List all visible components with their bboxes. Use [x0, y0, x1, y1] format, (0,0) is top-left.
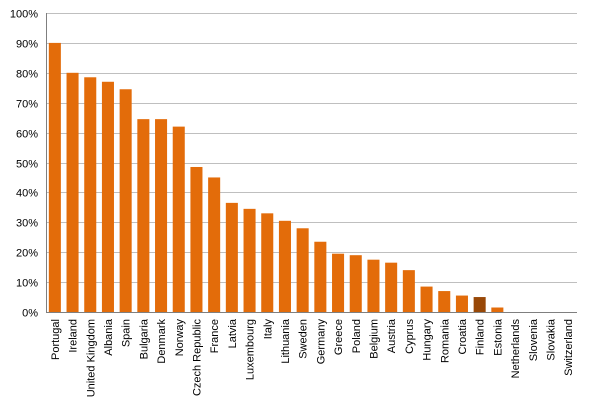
x-tick-label: Finland	[475, 319, 487, 355]
y-tick-label: 10%	[16, 278, 38, 290]
y-tick-label: 80%	[16, 69, 38, 81]
x-tick-label: Albania	[103, 318, 115, 356]
x-tick-label: Ireland	[68, 319, 80, 353]
y-tick-label: 30%	[16, 218, 38, 230]
x-tick-label: Italy	[262, 319, 274, 340]
bar-spain	[119, 89, 132, 312]
bar-hungary	[420, 286, 433, 312]
x-tick-label: Belgium	[368, 319, 380, 359]
y-tick-label: 40%	[16, 188, 38, 200]
bar-croatia	[455, 295, 468, 312]
bar-estonia	[491, 307, 504, 312]
x-tick-label: Latvia	[227, 318, 239, 348]
y-tick-label: 60%	[16, 129, 38, 141]
x-tick-label: Portugal	[50, 319, 62, 360]
x-tick-label: Slovakia	[545, 318, 557, 360]
y-tick-label: 50%	[16, 159, 38, 171]
y-tick-label: 90%	[16, 39, 38, 51]
x-tick-label: Austria	[386, 318, 398, 353]
bar-denmark	[155, 119, 168, 312]
bar-france	[208, 177, 221, 312]
bar-united-kingdom	[84, 77, 97, 312]
bar-finland	[473, 297, 486, 312]
x-tick-label: Slovenia	[528, 318, 540, 361]
bar-poland	[349, 255, 362, 312]
bar-italy	[261, 213, 274, 312]
x-tick-label: Czech Republic	[191, 319, 203, 397]
x-tick-label: Poland	[351, 319, 363, 353]
axes	[46, 13, 577, 313]
bar-cyprus	[402, 270, 415, 312]
x-axis-category-labels: Portugal Ireland United Kingdom Albania Spai…	[50, 318, 575, 397]
gridlines	[46, 13, 577, 283]
bar-belgium	[367, 259, 380, 312]
bar-lithuania	[278, 220, 291, 312]
bar-czech-republic	[190, 166, 203, 312]
bar-latvia	[225, 202, 238, 312]
bar-luxembourg	[243, 208, 256, 312]
x-tick-label: Estonia	[492, 318, 504, 356]
x-tick-label: France	[209, 319, 221, 353]
bar-ireland	[66, 72, 79, 312]
x-tick-label: Switzerland	[563, 319, 575, 376]
x-tick-label: Germany	[315, 319, 327, 365]
x-tick-label: Netherlands	[510, 319, 522, 379]
bar-greece	[332, 253, 345, 312]
bar-romania	[438, 291, 451, 312]
x-tick-label: Norway	[174, 319, 186, 357]
bar-bulgaria	[137, 119, 150, 312]
x-tick-label: Spain	[121, 319, 133, 347]
x-tick-label: Luxembourg	[245, 319, 257, 380]
x-tick-label: United Kingdom	[85, 319, 97, 397]
x-tick-label: Croatia	[457, 318, 469, 354]
y-tick-label: 20%	[16, 248, 38, 260]
y-tick-label: 100%	[10, 9, 38, 21]
x-tick-label: Hungary	[422, 319, 434, 361]
x-tick-label: Greece	[333, 319, 345, 355]
x-tick-label: Lithuania	[280, 318, 292, 364]
bars	[48, 42, 504, 313]
bar-norway	[172, 126, 185, 313]
x-tick-label: Bulgaria	[138, 318, 150, 359]
y-tick-label: 70%	[16, 99, 38, 111]
x-tick-label: Denmark	[156, 319, 168, 364]
y-axis-tick-labels: 0% 10% 20% 30% 40% 50% 60% 70% 80% 90% 100%	[10, 9, 38, 320]
bar-portugal	[48, 42, 61, 313]
bar-austria	[385, 262, 398, 312]
bar-albania	[101, 81, 114, 313]
x-tick-label: Sweden	[298, 319, 310, 359]
x-tick-label: Cyprus	[404, 319, 416, 354]
y-tick-label: 0%	[22, 308, 38, 320]
bar-sweden	[296, 228, 309, 312]
x-tick-label: Romania	[439, 318, 451, 363]
bar-germany	[314, 241, 327, 312]
